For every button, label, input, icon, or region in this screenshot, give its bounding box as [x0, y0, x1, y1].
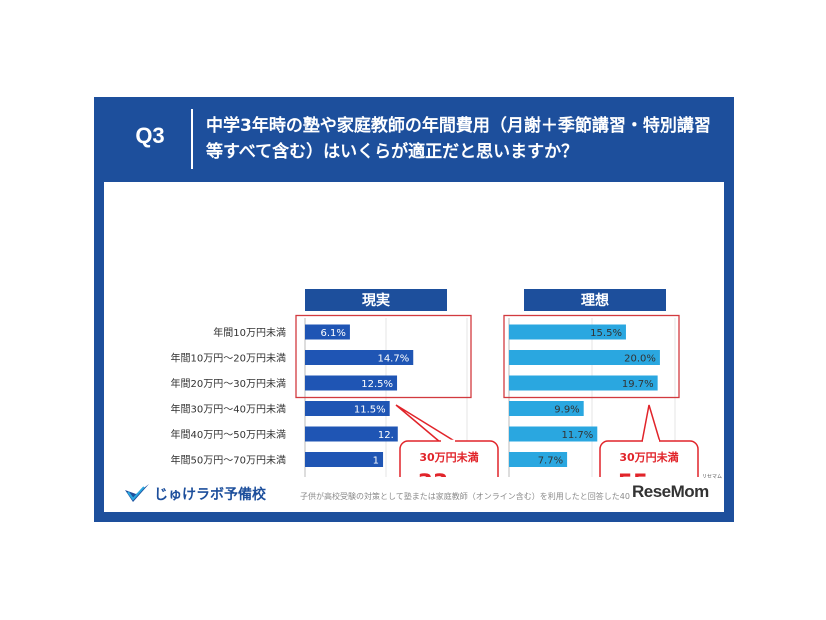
- data-label: 14.7%: [377, 354, 409, 365]
- category-label: 年間10万円未満: [213, 326, 286, 339]
- category-label: 年間30万円～40万円未満: [171, 403, 286, 416]
- bar: [509, 401, 584, 416]
- logo-text: じゅけラボ予備校: [154, 487, 266, 503]
- category-label: 年間40万円～50万円未満: [171, 428, 286, 441]
- data-label: 19.7%: [622, 379, 654, 390]
- data-label: 7.7%: [538, 456, 563, 467]
- data-label: 9.9%: [554, 405, 579, 416]
- bar-chart: 年間10万円未満年間10万円～20万円未満年間20万円～30万円未満年間30万円…: [171, 289, 699, 477]
- bar: [305, 452, 384, 467]
- chart-panel: 年間10万円未満年間10万円～20万円未満 年間20万円～30万円未満 年間30万円…: [104, 182, 724, 512]
- bar: [305, 324, 350, 340]
- brand-sub: リセマム: [702, 474, 723, 480]
- bar: [305, 350, 414, 365]
- bar: [509, 426, 598, 442]
- logo-mark-icon: [125, 484, 149, 502]
- bar: [509, 452, 568, 467]
- data-label: 11.7%: [562, 430, 594, 441]
- data-label: 6.1%: [321, 328, 346, 339]
- highlight-box-real: [295, 314, 472, 399]
- category-label: 年間10万円～20万円未満: [171, 352, 286, 365]
- category-label: 年間50万円～70万円未満: [171, 454, 286, 467]
- bar: [509, 324, 626, 340]
- logo: じゅけラボ予備校: [124, 480, 266, 508]
- bar: [305, 426, 398, 442]
- series-header-label: 現実: [362, 292, 390, 309]
- bar: [509, 350, 660, 365]
- highlight-box-ideal: [503, 314, 680, 399]
- callout-label: 30万円未満: [619, 450, 678, 464]
- question-number: Q3: [135, 123, 165, 148]
- question-title: 中学3年時の塾や家庭教師の年間費用（月謝＋季節講習・特別講習等すべて含む）はいく…: [206, 116, 711, 162]
- bar: [305, 375, 398, 391]
- series-header-bar: [524, 289, 666, 311]
- header-divider: [191, 109, 193, 169]
- data-label: 1: [373, 456, 379, 467]
- callout-tail: [395, 404, 459, 443]
- callout-value: 55.2%: [618, 471, 681, 477]
- footnote: 子供が高校受験の対策として塾または家庭教師（オンライン含む）を利用したと回答した…: [300, 492, 630, 501]
- data-label: 12.5%: [361, 379, 393, 390]
- brand-logo: ReseMom: [632, 482, 709, 501]
- chart-frame: Q3 中学3年時の塾や家庭教師の年間費用（月謝＋季節講習・特別講習等すべて含む）…: [94, 97, 734, 522]
- callout-value-main: 33.: [418, 471, 457, 477]
- callout-value-main: 55.: [618, 471, 657, 477]
- series-header-bar: [305, 289, 447, 311]
- callout-label: 30万円未満: [419, 450, 478, 464]
- data-label: 11.5%: [354, 405, 386, 416]
- data-label: 12.: [378, 430, 394, 441]
- series-header-label: 理想: [581, 292, 609, 309]
- data-label: 15.5%: [590, 328, 622, 339]
- data-label: 20.0%: [624, 354, 656, 365]
- question-header: Q3 中学3年時の塾や家庭教師の年間費用（月謝＋季節講習・特別講習等すべて含む）…: [94, 97, 734, 182]
- category-label: 年間20万円～30万円未満: [171, 377, 286, 390]
- callout-tail: [641, 404, 662, 443]
- callout-value: 33.3%: [418, 471, 481, 477]
- bar: [509, 375, 658, 391]
- bar: [305, 401, 390, 416]
